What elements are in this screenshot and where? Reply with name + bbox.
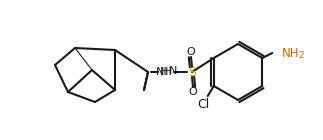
- Text: S: S: [188, 66, 196, 79]
- Text: H: H: [160, 67, 168, 77]
- Text: 2: 2: [298, 51, 304, 60]
- Text: O: O: [189, 87, 197, 97]
- Text: NH: NH: [156, 67, 172, 77]
- Text: O: O: [187, 47, 195, 57]
- Text: N: N: [169, 66, 177, 76]
- Text: NH: NH: [282, 46, 300, 60]
- Text: Cl: Cl: [198, 97, 210, 110]
